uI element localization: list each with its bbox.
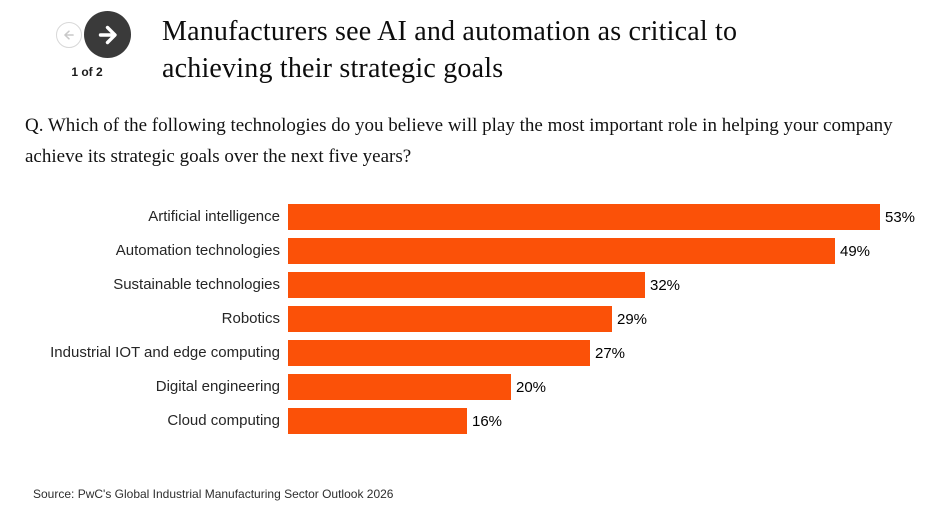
page-indicator: 1 of 2	[71, 65, 103, 79]
chart-row: Industrial IOT and edge computing 27%	[25, 340, 936, 366]
page-title: Manufacturers see AI and automation as c…	[162, 16, 738, 84]
survey-question: Q. Which of the following technologies d…	[25, 115, 893, 167]
bar	[288, 238, 835, 264]
bar-label: Digital engineering	[155, 378, 280, 395]
bar	[288, 272, 645, 298]
bar-value: 20%	[516, 378, 547, 396]
bar-value: 32%	[650, 276, 681, 294]
bar-value: 49%	[840, 242, 871, 260]
chart-row: Automation technologies 49%	[25, 238, 936, 264]
next-page-button[interactable]	[84, 11, 131, 58]
bar-value: 29%	[617, 310, 648, 328]
chart-row: Artificial intelligence 53%	[25, 204, 936, 230]
bar	[288, 306, 612, 332]
arrow-right-icon	[96, 23, 120, 47]
bar-label: Robotics	[221, 310, 280, 327]
bar-label: Industrial IOT and edge computing	[50, 344, 280, 361]
bar	[288, 408, 467, 434]
bar	[288, 374, 511, 400]
bar	[288, 204, 880, 230]
bar-label: Automation technologies	[115, 242, 280, 259]
bar-label: Cloud computing	[167, 412, 280, 429]
arrow-left-icon	[62, 28, 76, 42]
bar-value: 53%	[885, 208, 916, 226]
chart-row: Sustainable technologies 32%	[25, 272, 936, 298]
chart-row: Robotics 29%	[25, 306, 936, 332]
source-note: Source: PwC's Global Industrial Manufact…	[33, 487, 394, 501]
bar-label: Sustainable technologies	[113, 276, 280, 293]
bar-chart: Artificial intelligence 53% Automation tec…	[25, 204, 936, 442]
prev-page-button[interactable]	[56, 22, 82, 48]
chart-row: Digital engineering 20%	[25, 374, 936, 400]
bar	[288, 340, 590, 366]
chart-row: Cloud computing 16%	[25, 408, 936, 434]
bar-value: 27%	[595, 344, 626, 362]
bar-label: Artificial intelligence	[148, 208, 280, 225]
bar-value: 16%	[472, 412, 503, 430]
